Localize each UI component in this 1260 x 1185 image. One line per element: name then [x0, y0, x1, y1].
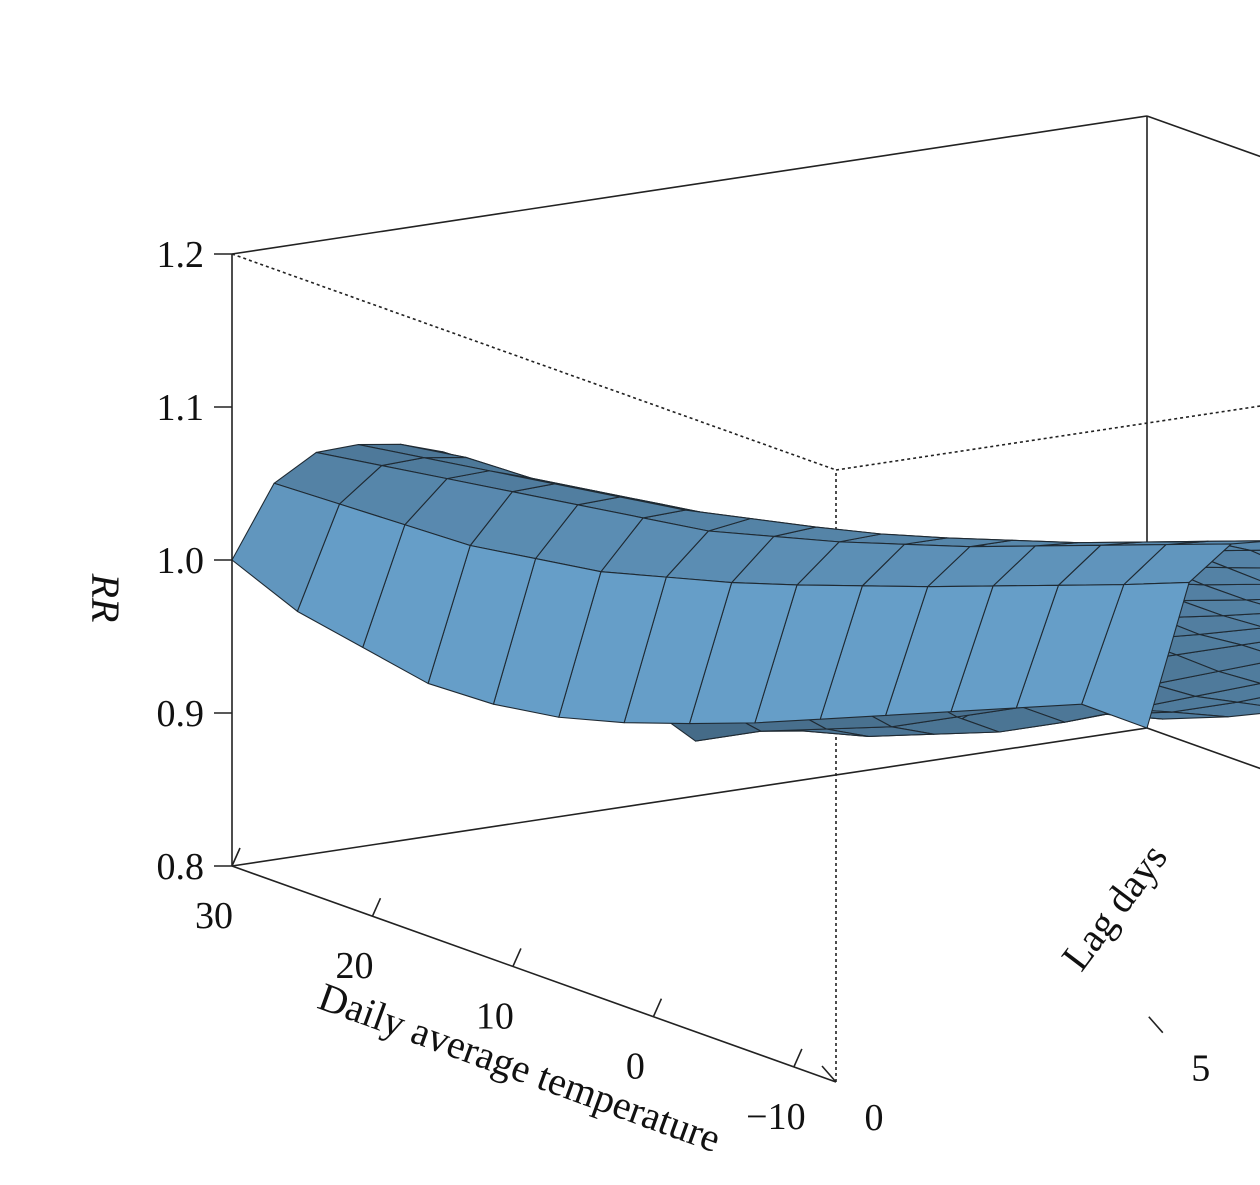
z-axis-label: RR	[83, 573, 128, 623]
y-tick-label: 0	[865, 1097, 884, 1139]
x-tick-label: 10	[476, 995, 514, 1037]
y-axis-label: Lag days	[1052, 835, 1176, 978]
y-tick	[821, 1065, 837, 1083]
z-tick-label: 1.0	[157, 540, 205, 582]
x-tick-label: 20	[335, 945, 373, 987]
frame-edge	[231, 727, 1148, 867]
surface	[231, 443, 1260, 742]
x-tick	[512, 948, 522, 967]
surface-facet	[231, 482, 341, 612]
x-tick	[652, 998, 663, 1018]
surface-facet	[1236, 697, 1260, 706]
x-tick-label: 0	[626, 1046, 645, 1088]
x-tick	[371, 897, 382, 917]
frame-edge	[1146, 115, 1260, 158]
x-tick	[231, 847, 241, 867]
z-tick-label: 0.8	[157, 846, 205, 888]
frame-edge	[1146, 727, 1260, 770]
x-tick	[793, 1048, 803, 1068]
y-tick	[1148, 1016, 1164, 1034]
x-tick-label: 30	[195, 895, 233, 937]
z-tick-label: 0.9	[157, 693, 205, 735]
frame-edge	[231, 115, 1148, 255]
frame-hidden-edge	[835, 405, 1260, 471]
y-tick-label: 5	[1191, 1048, 1210, 1090]
x-tick-label: −10	[746, 1096, 805, 1138]
z-tick-label: 1.1	[157, 387, 205, 429]
frame-edge	[231, 865, 837, 1083]
frame-hidden-edge	[231, 253, 837, 471]
x-axis-label: Daily average temperature	[313, 974, 727, 1161]
z-tick-label: 1.2	[157, 234, 205, 276]
